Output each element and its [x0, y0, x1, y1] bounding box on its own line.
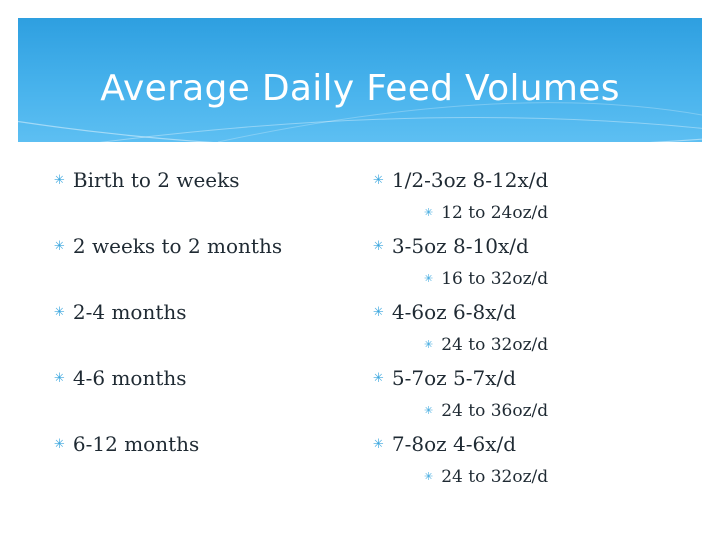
volume-label: 3-5oz 8-10x/d: [391, 234, 529, 258]
asterisk-icon: ✳: [54, 305, 65, 320]
age-item: ✳ 4-6 months: [54, 366, 187, 390]
daily-total: ✳ 16 to 32oz/d: [424, 269, 548, 289]
asterisk-icon: ✳: [424, 206, 434, 219]
asterisk-icon: ✳: [424, 404, 434, 417]
volume-item: ✳ 5-7oz 5-7x/d: [373, 366, 516, 390]
age-item: ✳ 6-12 months: [54, 432, 199, 456]
age-label: Birth to 2 weeks: [72, 168, 240, 192]
asterisk-icon: ✳: [54, 437, 65, 452]
daily-total: ✳ 12 to 24oz/d: [424, 203, 548, 223]
asterisk-icon: ✳: [373, 305, 384, 320]
asterisk-icon: ✳: [373, 371, 384, 386]
slide-title: Average Daily Feed Volumes: [100, 68, 620, 109]
asterisk-icon: ✳: [424, 338, 434, 351]
asterisk-icon: ✳: [373, 437, 384, 452]
title-banner: Average Daily Feed Volumes: [18, 18, 702, 142]
daily-total: ✳ 24 to 36oz/d: [424, 401, 548, 421]
volume-label: 1/2-3oz 8-12x/d: [391, 168, 549, 192]
age-item: ✳ Birth to 2 weeks: [54, 168, 240, 192]
volume-item: ✳ 4-6oz 6-8x/d: [373, 300, 516, 324]
age-label: 4-6 months: [72, 366, 187, 390]
age-label: 2 weeks to 2 months: [72, 234, 283, 258]
daily-total-label: 24 to 32oz/d: [441, 467, 549, 487]
asterisk-icon: ✳: [54, 173, 65, 188]
volume-label: 4-6oz 6-8x/d: [391, 300, 517, 324]
age-item: ✳ 2 weeks to 2 months: [54, 234, 282, 258]
daily-total-label: 24 to 36oz/d: [441, 401, 549, 421]
age-label: 6-12 months: [72, 432, 200, 456]
asterisk-icon: ✳: [54, 239, 65, 254]
daily-total: ✳ 24 to 32oz/d: [424, 467, 548, 487]
daily-total: ✳ 24 to 32oz/d: [424, 335, 548, 355]
asterisk-icon: ✳: [424, 470, 434, 483]
volume-item: ✳ 3-5oz 8-10x/d: [373, 234, 529, 258]
volume-label: 5-7oz 5-7x/d: [391, 366, 517, 390]
daily-total-label: 16 to 32oz/d: [441, 269, 549, 289]
banner-decoration: [18, 102, 702, 142]
volume-label: 7-8oz 4-6x/d: [391, 432, 517, 456]
volume-item: ✳ 7-8oz 4-6x/d: [373, 432, 516, 456]
daily-total-label: 12 to 24oz/d: [441, 203, 549, 223]
asterisk-icon: ✳: [54, 371, 65, 386]
age-item: ✳ 2-4 months: [54, 300, 187, 324]
asterisk-icon: ✳: [373, 239, 384, 254]
asterisk-icon: ✳: [373, 173, 384, 188]
asterisk-icon: ✳: [424, 272, 434, 285]
daily-total-label: 24 to 32oz/d: [441, 335, 549, 355]
volume-item: ✳ 1/2-3oz 8-12x/d: [373, 168, 548, 192]
age-label: 2-4 months: [72, 300, 187, 324]
